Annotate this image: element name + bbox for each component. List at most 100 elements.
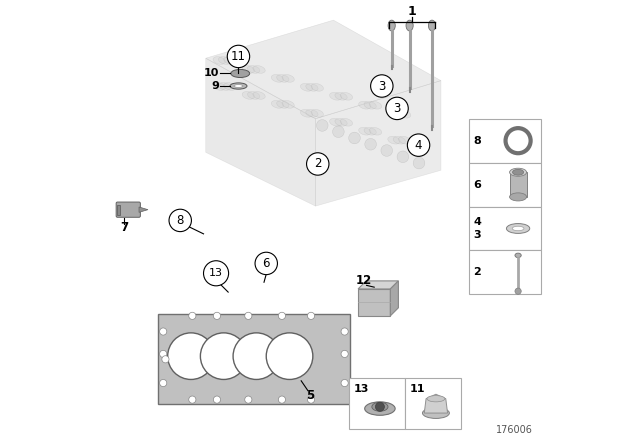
Circle shape xyxy=(255,252,278,275)
Ellipse shape xyxy=(282,100,294,108)
Circle shape xyxy=(386,97,408,120)
Circle shape xyxy=(278,312,285,319)
Text: 13: 13 xyxy=(209,268,223,278)
Ellipse shape xyxy=(358,101,371,109)
Ellipse shape xyxy=(230,83,247,89)
Circle shape xyxy=(413,157,425,169)
Bar xyxy=(468,207,541,250)
Text: 1: 1 xyxy=(408,5,416,18)
Circle shape xyxy=(307,396,315,403)
Polygon shape xyxy=(206,20,441,119)
Ellipse shape xyxy=(388,20,396,31)
Polygon shape xyxy=(424,394,447,413)
Text: 2: 2 xyxy=(314,157,321,171)
Ellipse shape xyxy=(306,83,318,91)
Text: 176006: 176006 xyxy=(495,425,532,435)
Circle shape xyxy=(341,379,348,387)
Ellipse shape xyxy=(340,92,353,100)
Circle shape xyxy=(200,333,247,379)
Bar xyxy=(358,289,390,316)
Bar xyxy=(468,119,541,163)
Text: 13: 13 xyxy=(353,384,369,394)
Ellipse shape xyxy=(306,109,318,117)
Text: 6: 6 xyxy=(473,180,481,190)
Circle shape xyxy=(408,134,430,156)
Ellipse shape xyxy=(300,83,313,91)
Circle shape xyxy=(189,312,196,319)
Ellipse shape xyxy=(231,69,250,78)
Circle shape xyxy=(307,312,315,319)
Ellipse shape xyxy=(276,74,289,82)
Polygon shape xyxy=(316,81,441,206)
FancyBboxPatch shape xyxy=(116,205,120,215)
Text: 11: 11 xyxy=(231,50,246,63)
Circle shape xyxy=(333,126,344,138)
Ellipse shape xyxy=(253,91,265,99)
Ellipse shape xyxy=(428,20,436,31)
Ellipse shape xyxy=(218,56,230,65)
Ellipse shape xyxy=(340,118,353,126)
Ellipse shape xyxy=(365,402,395,415)
Circle shape xyxy=(227,45,250,68)
Circle shape xyxy=(376,402,385,411)
Text: 4: 4 xyxy=(415,138,422,152)
Circle shape xyxy=(189,396,196,403)
Ellipse shape xyxy=(427,396,445,402)
Circle shape xyxy=(506,128,531,153)
Ellipse shape xyxy=(242,91,255,99)
Circle shape xyxy=(169,209,191,232)
Ellipse shape xyxy=(358,127,371,135)
Ellipse shape xyxy=(515,253,521,258)
Ellipse shape xyxy=(393,136,405,144)
Text: 8: 8 xyxy=(473,136,481,146)
Circle shape xyxy=(397,151,409,163)
Ellipse shape xyxy=(399,110,411,118)
Circle shape xyxy=(278,396,285,403)
FancyBboxPatch shape xyxy=(116,202,140,217)
Text: 9: 9 xyxy=(211,81,219,91)
Ellipse shape xyxy=(388,110,400,118)
Circle shape xyxy=(381,145,392,156)
Text: 5: 5 xyxy=(306,388,314,402)
Ellipse shape xyxy=(224,82,236,90)
Bar xyxy=(405,378,461,429)
Ellipse shape xyxy=(512,226,524,231)
Circle shape xyxy=(307,153,329,175)
Text: 12: 12 xyxy=(356,273,372,287)
Ellipse shape xyxy=(369,101,381,109)
Polygon shape xyxy=(390,281,398,316)
Ellipse shape xyxy=(422,408,449,418)
Ellipse shape xyxy=(509,168,527,176)
Polygon shape xyxy=(206,58,316,206)
Circle shape xyxy=(341,350,348,358)
Circle shape xyxy=(159,379,167,387)
Ellipse shape xyxy=(218,82,230,90)
Text: 3: 3 xyxy=(394,102,401,115)
Ellipse shape xyxy=(364,127,376,135)
Circle shape xyxy=(162,356,169,363)
Circle shape xyxy=(365,138,376,150)
Ellipse shape xyxy=(248,91,260,99)
Bar xyxy=(349,378,405,429)
Ellipse shape xyxy=(213,56,225,65)
Ellipse shape xyxy=(372,402,388,411)
Ellipse shape xyxy=(282,74,294,82)
Ellipse shape xyxy=(393,110,405,118)
Circle shape xyxy=(244,396,252,403)
Ellipse shape xyxy=(388,136,400,144)
Circle shape xyxy=(244,312,252,319)
Ellipse shape xyxy=(253,65,265,73)
Circle shape xyxy=(349,132,360,144)
Circle shape xyxy=(341,328,348,335)
Bar xyxy=(509,172,527,197)
Ellipse shape xyxy=(513,169,524,175)
Circle shape xyxy=(159,328,167,335)
Text: 7: 7 xyxy=(120,221,128,234)
Circle shape xyxy=(213,396,221,403)
Text: 2: 2 xyxy=(473,267,481,277)
Polygon shape xyxy=(139,207,148,212)
Ellipse shape xyxy=(399,136,411,144)
Ellipse shape xyxy=(271,74,284,82)
Ellipse shape xyxy=(406,20,413,31)
Ellipse shape xyxy=(335,92,347,100)
